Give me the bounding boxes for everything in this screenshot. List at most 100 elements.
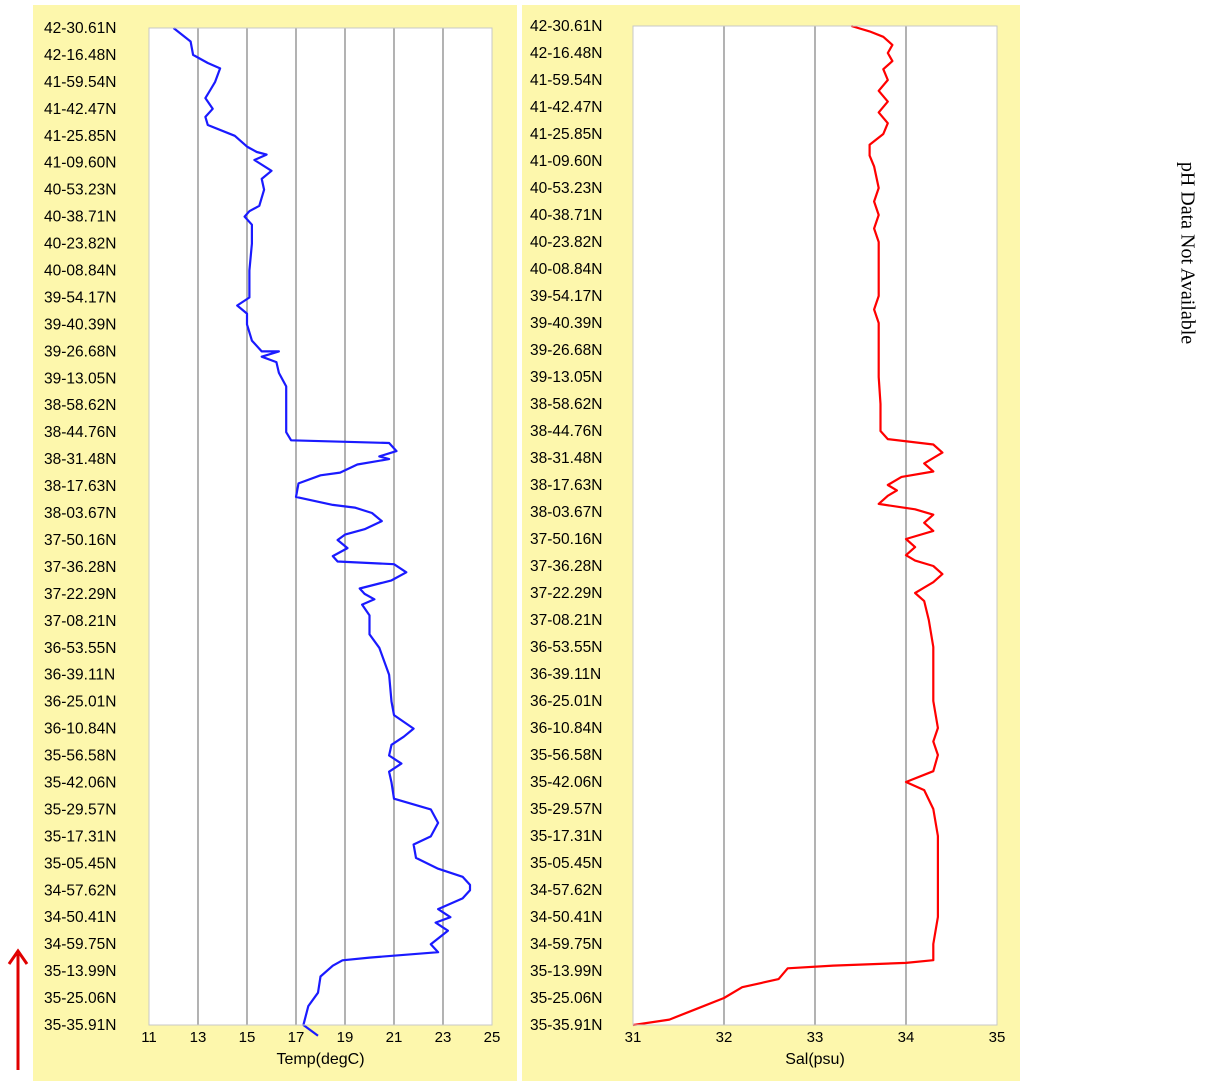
temp-y-tick-label: 35-05.45N — [44, 855, 116, 872]
sal-y-tick-label: 37-50.16N — [530, 531, 602, 548]
temp-x-tick-label: 25 — [484, 1029, 501, 1046]
sal-y-tick-label: 42-30.61N — [530, 18, 602, 35]
temp-y-tick-label: 39-13.05N — [44, 370, 116, 387]
temp-y-tick-label: 34-59.75N — [44, 936, 116, 953]
sal-y-tick-label: 38-31.48N — [530, 450, 602, 467]
sal-y-tick-label: 35-05.45N — [530, 855, 602, 872]
temp-y-tick-label: 35-25.06N — [44, 990, 116, 1007]
temperature-chart-panel: 11 13 15 17 19 21 23 25 Temp(degC) 42-30.61N 42-16… — [33, 5, 517, 1081]
sal-y-tick-label: 35-35.91N — [530, 1017, 602, 1034]
sal-y-tick-label: 37-08.21N — [530, 612, 602, 629]
sal-y-tick-label: 35-42.06N — [530, 774, 602, 791]
sal-y-tick-label: 41-42.47N — [530, 99, 602, 116]
temp-x-tick-label: 19 — [337, 1029, 354, 1046]
sal-x-tick-label: 34 — [898, 1029, 915, 1046]
sal-y-tick-label: 39-26.68N — [530, 342, 602, 359]
temp-y-tick-label: 35-56.58N — [44, 748, 116, 765]
temp-y-tick-label: 38-31.48N — [44, 451, 116, 468]
sal-y-tick-label: 40-08.84N — [530, 261, 602, 278]
temp-y-tick-label: 38-03.67N — [44, 505, 116, 522]
sal-y-tick-label: 39-13.05N — [530, 369, 602, 386]
sal-y-tick-label: 41-25.85N — [530, 126, 602, 143]
sal-y-tick-label: 40-38.71N — [530, 207, 602, 224]
temp-y-tick-label: 37-50.16N — [44, 532, 116, 549]
sal-x-tick-label: 31 — [625, 1029, 642, 1046]
temp-y-tick-label: 37-36.28N — [44, 559, 116, 576]
sal-y-tick-label: 35-29.57N — [530, 801, 602, 818]
temp-y-tick-label: 39-54.17N — [44, 289, 116, 306]
sal-y-tick-label: 41-09.60N — [530, 153, 602, 170]
temp-y-tick-label: 42-16.48N — [44, 47, 116, 64]
sal-y-tick-label: 36-39.11N — [530, 666, 601, 683]
temp-y-tick-label: 37-22.29N — [44, 586, 116, 603]
sal-y-tick-label: 39-40.39N — [530, 315, 602, 332]
sal-y-tick-label: 36-25.01N — [530, 693, 602, 710]
temp-y-tick-label: 38-58.62N — [44, 397, 116, 414]
sal-y-tick-label: 38-58.62N — [530, 396, 602, 413]
temp-plot-border — [148, 27, 493, 1026]
sal-y-tick-label: 36-53.55N — [530, 639, 602, 656]
temp-plot-area — [148, 27, 493, 1026]
temp-x-tick-label: 21 — [386, 1029, 403, 1046]
temp-y-tick-label: 39-40.39N — [44, 316, 116, 333]
temp-y-tick-label: 35-35.91N — [44, 1017, 116, 1034]
sal-y-tick-label: 36-10.84N — [530, 720, 602, 737]
temp-y-tick-label: 38-44.76N — [44, 424, 116, 441]
sal-y-tick-label: 34-50.41N — [530, 909, 602, 926]
temp-x-tick-label: 23 — [435, 1029, 452, 1046]
temp-y-tick-label: 36-39.11N — [44, 667, 115, 684]
temp-y-tick-label: 41-42.47N — [44, 101, 116, 118]
temp-y-tick-label: 40-08.84N — [44, 263, 116, 280]
temp-series-line — [172, 27, 472, 1037]
sal-x-tick-label: 32 — [716, 1029, 733, 1046]
temp-y-tick-label: 38-17.63N — [44, 478, 116, 495]
sal-plot-border — [632, 25, 998, 1026]
temperature-chart: 11 13 15 17 19 21 23 25 Temp(degC) 42-30.61N 42-16… — [44, 20, 501, 1068]
temp-y-tick-label: 35-42.06N — [44, 774, 116, 791]
temp-x-tick-label: 17 — [288, 1029, 305, 1046]
temp-x-tick-label: 11 — [141, 1029, 157, 1046]
sal-series-line — [632, 24, 944, 1027]
temp-y-tick-label: 42-30.61N — [44, 20, 116, 37]
sal-y-tick-label: 38-44.76N — [530, 423, 602, 440]
sal-y-tick-label: 35-17.31N — [530, 828, 602, 845]
sal-x-tick-label: 33 — [807, 1029, 824, 1046]
sal-y-tick-label: 34-57.62N — [530, 882, 602, 899]
sal-y-tick-label: 35-13.99N — [530, 963, 602, 980]
sal-y-tick-label: 37-22.29N — [530, 585, 602, 602]
sal-y-tick-label: 37-36.28N — [530, 558, 602, 575]
sal-y-tick-label: 40-23.82N — [530, 234, 602, 251]
sal-y-tick-label: 39-54.17N — [530, 288, 602, 305]
temp-x-axis-label: Temp(degC) — [276, 1051, 364, 1068]
salinity-chart-panel: 31 32 33 34 35 Sal(psu) 42-30.61N 42-16.48N 41-5… — [522, 5, 1020, 1081]
temp-y-tick-label: 41-09.60N — [44, 155, 116, 172]
sal-y-tick-label: 42-16.48N — [530, 45, 602, 62]
salinity-chart: 31 32 33 34 35 Sal(psu) 42-30.61N 42-16.48N 41-5… — [530, 18, 1006, 1068]
ph-unavailable-note: pH Data Not Available — [1172, 108, 1202, 398]
temp-y-tick-label: 36-25.01N — [44, 694, 116, 711]
sal-x-tick-label: 35 — [989, 1029, 1006, 1046]
sal-y-tick-label: 38-17.63N — [530, 477, 602, 494]
sal-y-tick-label: 40-53.23N — [530, 180, 602, 197]
sal-y-tick-label: 41-59.54N — [530, 72, 602, 89]
sal-y-tick-label: 34-59.75N — [530, 936, 602, 953]
temp-y-tick-label: 40-23.82N — [44, 236, 116, 253]
sal-y-tick-label: 38-03.67N — [530, 504, 602, 521]
temp-y-tick-label: 34-57.62N — [44, 882, 116, 899]
temp-y-tick-label: 40-53.23N — [44, 182, 116, 199]
temp-x-tick-label: 13 — [190, 1029, 207, 1046]
temp-y-tick-label: 39-26.68N — [44, 343, 116, 360]
temp-y-tick-label: 35-29.57N — [44, 801, 116, 818]
sal-x-axis-label: Sal(psu) — [785, 1051, 845, 1068]
sal-y-tick-label: 35-56.58N — [530, 747, 602, 764]
temp-y-tick-label: 36-10.84N — [44, 721, 116, 738]
temp-y-tick-label: 37-08.21N — [44, 613, 116, 630]
temp-y-tick-label: 35-17.31N — [44, 828, 116, 845]
temp-x-tick-label: 15 — [239, 1029, 256, 1046]
ph-unavailable-text: pH Data Not Available — [1176, 161, 1199, 345]
sal-y-tick-label: 35-25.06N — [530, 990, 602, 1007]
upward-arrow-icon — [7, 948, 29, 1070]
temp-y-tick-label: 34-50.41N — [44, 909, 116, 926]
temp-y-tick-label: 40-38.71N — [44, 209, 116, 226]
temp-y-tick-label: 41-59.54N — [44, 74, 116, 91]
